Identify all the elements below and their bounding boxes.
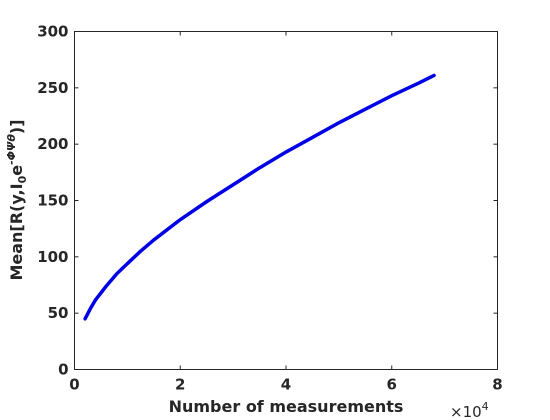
y-tick-label: 150 <box>37 192 68 210</box>
y-axis-label-subscript: 0 <box>16 175 29 183</box>
x-tick-label: 8 <box>492 376 502 394</box>
y-tick-label: 50 <box>48 304 69 322</box>
plot-area <box>74 31 498 370</box>
x-tick-label: 2 <box>175 376 185 394</box>
x-tick-label: 6 <box>387 376 397 394</box>
y-tick-label: 100 <box>37 248 68 266</box>
series-layer <box>83 73 436 321</box>
x-tick-label: 0 <box>69 376 79 394</box>
y-axis-label-prefix: Mean[R(y,I <box>7 183 26 280</box>
y-tick-label: 300 <box>37 23 68 41</box>
x-axis-multiplier-exponent: 4 <box>482 400 489 413</box>
series-line <box>83 73 436 321</box>
y-axis-label-suffix: )] <box>7 119 26 134</box>
x-axis-multiplier: ×104 <box>450 400 489 420</box>
x-axis-ticks: 0 2 4 6 8 <box>69 31 503 394</box>
x-axis-label: Number of measurements <box>169 397 404 416</box>
y-axis-ticks: 0 50 100 150 200 250 300 <box>37 23 498 379</box>
y-tick-label: 0 <box>58 361 68 379</box>
x-tick-label: 4 <box>281 376 291 394</box>
y-axis-label-superscript: -ΦΨθ <box>5 134 18 165</box>
y-axis-label-mid: e <box>7 165 26 176</box>
y-tick-label: 200 <box>37 135 68 153</box>
x-axis-multiplier-base: ×10 <box>450 403 482 420</box>
y-axis-label: Mean[R(y,I0e-ΦΨθ)] <box>5 119 29 280</box>
y-tick-label: 250 <box>37 79 68 97</box>
